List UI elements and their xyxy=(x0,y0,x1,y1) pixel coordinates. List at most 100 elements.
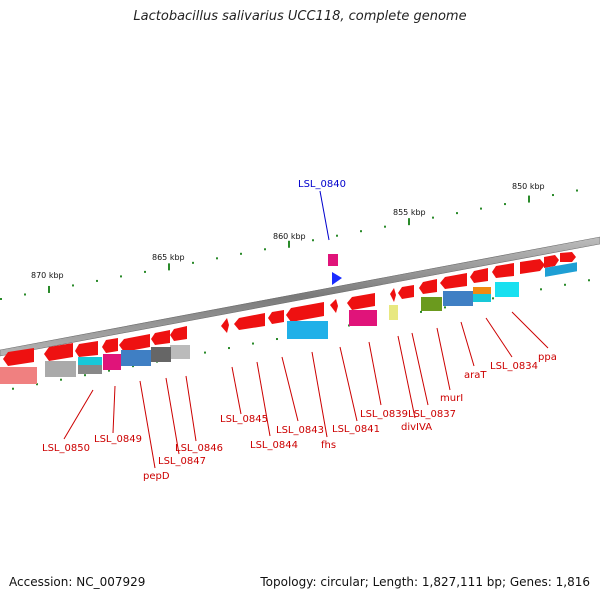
gene-label-lsl-0850[interactable]: LSL_0850 xyxy=(42,443,90,454)
gene-label-lsl-0843[interactable]: LSL_0843 xyxy=(276,425,324,436)
function-box xyxy=(78,357,102,365)
scale-tick xyxy=(588,279,590,282)
gene-arrow[interactable] xyxy=(544,255,559,268)
scale-tick xyxy=(288,240,290,248)
scale-tick xyxy=(192,261,194,264)
gene-arrow[interactable] xyxy=(390,288,396,302)
scale-tick xyxy=(0,298,2,300)
gene-label-lsl-0839[interactable]: LSL_0839 xyxy=(360,409,408,420)
gene-arrow[interactable] xyxy=(492,263,514,278)
gene-label-lsl-0837[interactable]: LSL_0837 xyxy=(408,409,456,420)
scale-tick xyxy=(252,342,254,345)
gene-arrow[interactable] xyxy=(470,268,488,283)
highlighted-gene-lsl-0840[interactable]: LSL_0840 xyxy=(298,179,346,285)
function-box xyxy=(121,350,151,366)
scale-tick xyxy=(108,369,110,372)
scale-tick xyxy=(120,275,122,278)
gene-label-lsl-0834[interactable]: LSL_0834 xyxy=(490,361,538,372)
scale-label-860: 860 kbp xyxy=(273,232,306,241)
highlight-gene-box xyxy=(328,254,338,266)
scale-tick xyxy=(72,284,74,287)
scale-tick xyxy=(12,387,14,390)
gene-arrow[interactable] xyxy=(520,259,545,274)
highlight-gene-arrow xyxy=(332,272,342,285)
scale-tick xyxy=(444,306,446,309)
genome-backbone xyxy=(0,236,600,357)
scale-tick xyxy=(24,293,26,296)
scale-label-850: 850 kbp xyxy=(512,182,545,191)
function-box xyxy=(443,291,473,306)
gene-arrow[interactable] xyxy=(44,343,73,361)
scale-label-865: 865 kbp xyxy=(152,253,185,262)
function-box xyxy=(349,310,377,326)
gene-arrow[interactable] xyxy=(398,285,414,299)
scale-tick xyxy=(432,216,434,219)
gene-label-arat[interactable]: araT xyxy=(464,370,487,381)
gene-function-track xyxy=(0,262,577,384)
scale-tick xyxy=(552,194,554,197)
gene-label-ppa[interactable]: ppa xyxy=(538,352,557,363)
gene-arrow[interactable] xyxy=(286,302,324,322)
scale-tick xyxy=(480,207,482,210)
gene-arrow[interactable] xyxy=(170,326,187,341)
gene-arrow[interactable] xyxy=(102,338,118,353)
gene-label-fhs[interactable]: fhs xyxy=(321,440,336,451)
scale-tick xyxy=(216,257,218,260)
gene-arrow[interactable] xyxy=(151,330,170,345)
gene-arrow-track xyxy=(3,252,576,366)
gene-arrow[interactable] xyxy=(347,293,375,310)
scale-tick xyxy=(144,270,146,273)
function-box xyxy=(495,282,519,297)
gene-arrow[interactable] xyxy=(221,318,229,333)
gene-label-divIVA[interactable]: divIVA xyxy=(401,422,432,433)
scale-tick xyxy=(360,230,362,233)
gene-arrow[interactable] xyxy=(419,279,437,294)
scale-label-870: 870 kbp xyxy=(31,271,64,280)
scale-tick xyxy=(504,203,506,206)
gene-label-lsl-0847[interactable]: LSL_0847 xyxy=(158,456,206,467)
scale-tick xyxy=(228,347,230,350)
gene-label-muri[interactable]: murI xyxy=(440,393,463,404)
function-box xyxy=(151,347,171,362)
function-box xyxy=(473,287,491,294)
function-box xyxy=(473,294,491,302)
gene-arrow[interactable] xyxy=(75,341,98,357)
scale-tick xyxy=(528,195,530,203)
scale-tick xyxy=(96,279,98,282)
highlight-leader-line xyxy=(319,190,330,241)
gene-arrow[interactable] xyxy=(440,273,467,289)
scale-tick xyxy=(264,248,266,251)
map-title: Lactobacillus salivarius UCC118, complet… xyxy=(133,9,467,24)
gene-label-lsl-0844[interactable]: LSL_0844 xyxy=(250,440,298,451)
accession-text: Accession: NC_007929 xyxy=(9,575,146,589)
scale-tick xyxy=(576,189,578,192)
gene-arrow[interactable] xyxy=(560,252,576,262)
gene-label-lsl-0841[interactable]: LSL_0841 xyxy=(332,424,380,435)
scale-tick xyxy=(84,374,86,377)
scale-tick xyxy=(240,252,242,255)
scale-tick xyxy=(276,338,278,341)
scale-tick xyxy=(48,285,50,293)
gene-arrow[interactable] xyxy=(268,310,284,324)
gene-arrow[interactable] xyxy=(330,299,338,313)
function-box xyxy=(545,262,577,277)
gene-label-lsl-0845[interactable]: LSL_0845 xyxy=(220,414,268,425)
scale-tick xyxy=(168,263,170,271)
gene-arrow[interactable] xyxy=(234,313,265,330)
function-box xyxy=(45,361,76,377)
scale-tick xyxy=(540,288,542,291)
label-leaders xyxy=(63,311,549,469)
scale-tick xyxy=(60,378,62,381)
scale-tick xyxy=(492,297,494,300)
function-box xyxy=(103,354,121,370)
gene-label-lsl-0849[interactable]: LSL_0849 xyxy=(94,434,142,445)
function-box xyxy=(389,305,398,320)
scale-tick xyxy=(132,365,134,368)
gene-arrow[interactable] xyxy=(3,348,34,366)
gene-label-pepd[interactable]: pepD xyxy=(143,471,170,482)
function-box xyxy=(421,297,442,311)
gene-arrow[interactable] xyxy=(119,334,150,352)
gene-label-lsl-0846[interactable]: LSL_0846 xyxy=(175,443,223,454)
